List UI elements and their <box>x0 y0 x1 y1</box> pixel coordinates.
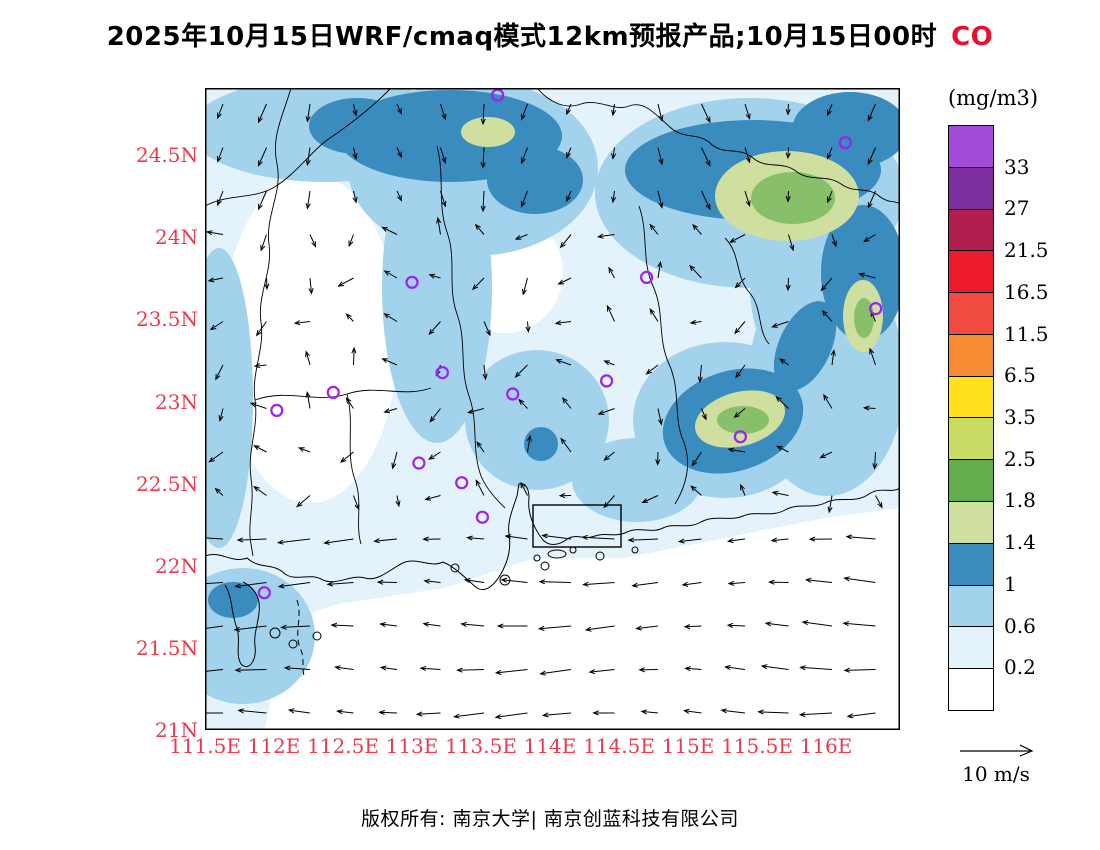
station-marker-11 <box>455 476 469 490</box>
title-text: 2025年10月15日WRF/cmaq模式12km预报产品;10月15日00时 <box>106 22 938 52</box>
lat-tick-22.5N: 22.5N <box>135 471 198 496</box>
wind-legend-label: 10 m/s <box>962 762 1030 786</box>
lon-tick-115.5E: 115.5E <box>721 734 793 758</box>
station-marker-4 <box>640 270 654 284</box>
colorbar-label-16.5: 16.5 <box>1004 279 1049 304</box>
station-marker-12 <box>475 510 489 524</box>
lat-tick-21.5N: 21.5N <box>135 635 198 660</box>
wind-legend: 10 m/s <box>946 740 1046 786</box>
wind-vectors <box>205 103 883 720</box>
lon-tick-114.5E: 114.5E <box>583 734 655 758</box>
lon-tick-115E: 115E <box>661 734 715 758</box>
longitude-axis: 111.5E 112E 112.5E 113E 113.5E 114E 114.5E 115E… <box>169 734 905 760</box>
colorbar-box-9 <box>949 502 993 544</box>
station-marker-1 <box>838 136 852 150</box>
colorbar-boxes <box>948 125 994 711</box>
lon-tick-113.5E: 113.5E <box>445 734 517 758</box>
lat-tick-24.5N: 24.5N <box>135 143 198 168</box>
colorbar-box-13 <box>949 669 993 710</box>
map-area <box>205 88 900 730</box>
station-marker-14 <box>257 586 271 600</box>
lon-tick-116E: 116E <box>799 734 853 758</box>
colorbar-label-33: 33 <box>1004 154 1030 179</box>
copyright-footer: 版权所有: 南京大学| 南京创蓝科技有限公司 <box>361 808 739 830</box>
colorbar: 33 27 21.5 16.5 11.5 6.5 3.5 2.5 1.8 1.4 1 0.6 0.2 <box>948 125 1078 711</box>
colorbar-box-1 <box>949 167 993 210</box>
station-marker-8 <box>270 403 284 417</box>
station-marker-5 <box>435 366 449 380</box>
lon-tick-112.5E: 112.5E <box>307 734 379 758</box>
colorbar-box-8 <box>949 460 993 503</box>
colorbar-label-21.5: 21.5 <box>1004 238 1049 263</box>
station-markers <box>257 88 883 600</box>
colorbar-label-1.8: 1.8 <box>1004 488 1036 513</box>
lat-tick-22N: 22N <box>155 553 198 578</box>
station-marker-9 <box>506 387 520 401</box>
colorbar-box-4 <box>949 293 993 335</box>
colorbar-label-0.2: 0.2 <box>1004 655 1036 680</box>
colorbar-box-5 <box>949 334 993 377</box>
colorbar-box-10 <box>949 543 993 586</box>
station-marker-0 <box>491 88 505 102</box>
colorbar-box-7 <box>949 418 993 461</box>
station-marker-13 <box>733 430 748 444</box>
latitude-axis: 24.5N 24N 23.5N 23N 22.5N 22N 21.5N 21N <box>96 88 198 742</box>
lon-tick-114E: 114E <box>523 734 577 758</box>
colorbar-box-0 <box>949 126 993 168</box>
lon-tick-111.5E: 111.5E <box>169 734 241 758</box>
colorbar-units: (mg/m3) <box>947 86 1039 110</box>
colorbar-label-6.5: 6.5 <box>1004 363 1036 388</box>
colorbar-box-12 <box>949 627 993 670</box>
colorbar-label-1.4: 1.4 <box>1004 530 1036 555</box>
coastline <box>205 483 900 679</box>
page-title: 2025年10月15日WRF/cmaq模式12km预报产品;10月15日00时 C… <box>0 16 1100 53</box>
species-label: CO <box>951 22 994 52</box>
colorbar-label-2.5: 2.5 <box>1004 446 1036 471</box>
colorbar-box-11 <box>949 585 993 628</box>
lat-tick-24N: 24N <box>155 225 198 250</box>
wind-reference-arrow <box>960 744 1034 757</box>
lon-tick-112E: 112E <box>247 734 301 758</box>
station-marker-2 <box>869 302 883 316</box>
province-boundaries <box>205 88 900 557</box>
colorbar-label-3.5: 3.5 <box>1004 405 1036 429</box>
colorbar-box-3 <box>949 251 993 294</box>
colorbar-label-0.6: 0.6 <box>1004 613 1036 638</box>
map-frame <box>205 88 900 730</box>
lat-tick-23N: 23N <box>155 389 198 414</box>
map-canvas <box>205 88 900 730</box>
colorbar-label-27: 27 <box>1004 196 1030 221</box>
station-marker-6 <box>600 374 614 388</box>
station-marker-7 <box>326 385 340 399</box>
colorbar-label-11.5: 11.5 <box>1004 321 1049 346</box>
lon-tick-113E: 113E <box>385 734 439 758</box>
pearl-estuary-box <box>532 504 622 548</box>
lat-tick-21N: 21N <box>155 718 198 743</box>
colorbar-box-2 <box>949 209 993 252</box>
contour-fill-layer <box>205 88 900 730</box>
colorbar-label-1: 1 <box>1004 571 1017 596</box>
station-marker-3 <box>405 275 419 289</box>
lat-tick-23.5N: 23.5N <box>135 307 198 332</box>
colorbar-box-6 <box>949 376 993 419</box>
station-marker-10 <box>412 456 426 470</box>
